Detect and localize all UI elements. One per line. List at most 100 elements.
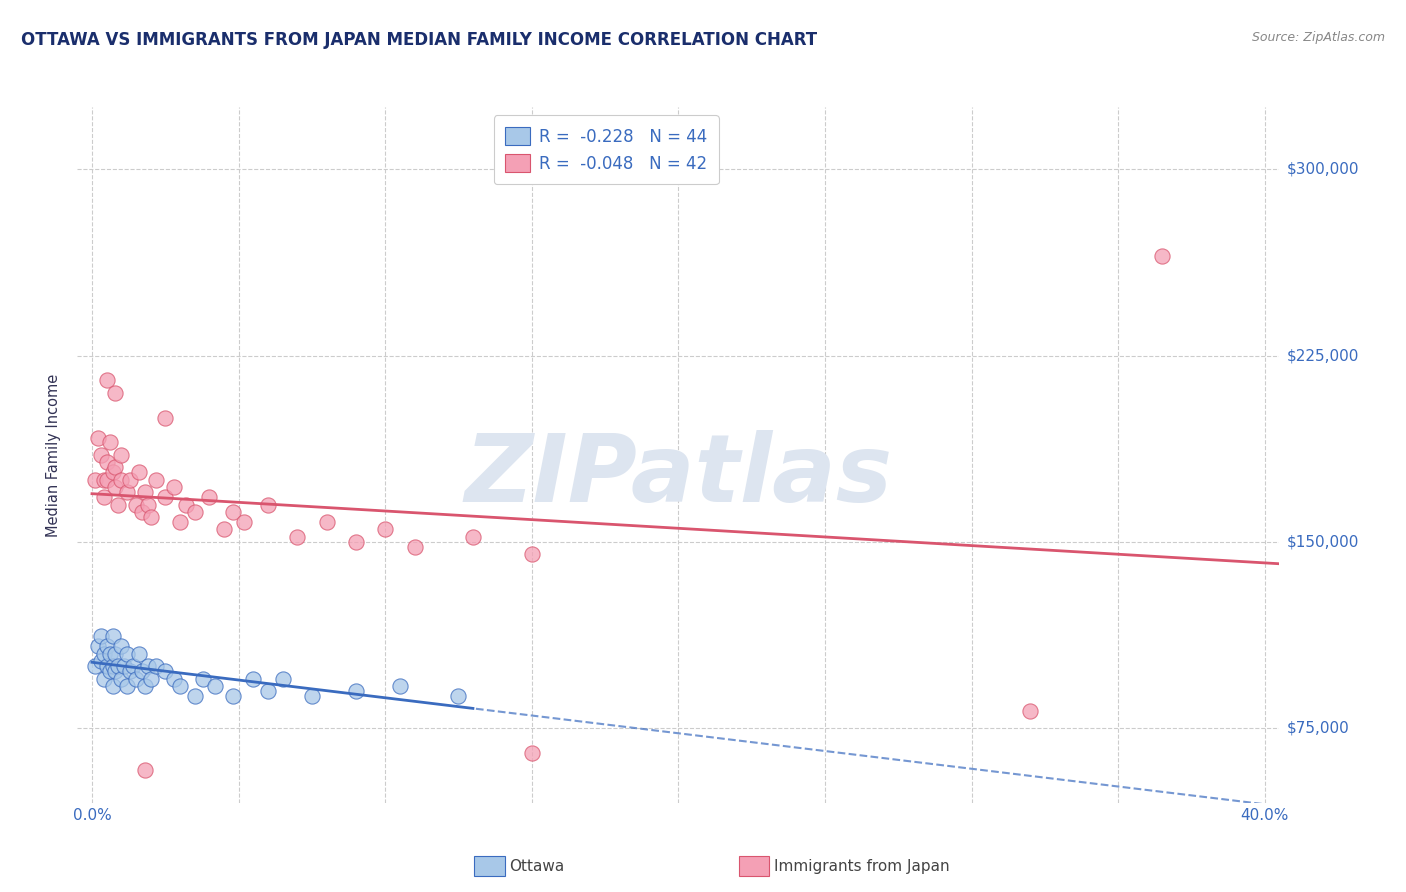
Point [104,664,127,678]
Point [344,684,367,698]
Point [131,505,153,519]
Point [139,672,162,686]
Point [101,679,124,693]
Point [134,485,156,500]
Point [520,547,543,561]
Point [169,679,191,693]
Text: $150,000: $150,000 [1286,534,1358,549]
Point [463,530,485,544]
Point [101,466,124,480]
Text: Immigrants from Japan: Immigrants from Japan [773,859,949,873]
Point [110,639,132,653]
Point [120,664,142,678]
Point [96,473,118,487]
Point [112,659,135,673]
Y-axis label: Median Family Income: Median Family Income [46,373,62,537]
Point [1019,704,1042,718]
Point [145,659,167,673]
Point [136,498,159,512]
Point [155,664,177,678]
Point [198,490,221,504]
Point [84,659,107,673]
Point [136,659,159,673]
Point [93,647,115,661]
Point [222,689,245,703]
Point [183,689,205,703]
Point [212,523,235,537]
Point [110,448,132,462]
Point [87,430,110,444]
Point [257,684,280,698]
Point [87,639,110,653]
Point [96,659,118,673]
Point [315,515,337,529]
Point [404,540,426,554]
Point [107,659,129,673]
Point [84,473,107,487]
Point [128,466,150,480]
Text: $300,000: $300,000 [1286,161,1360,177]
Point [344,534,367,549]
Point [93,490,115,504]
Point [222,505,245,519]
Point [101,629,124,643]
Point [447,689,470,703]
Point [125,498,148,512]
Point [104,460,127,475]
Point [131,664,153,678]
Point [98,435,121,450]
Text: OTTAWA VS IMMIGRANTS FROM JAPAN MEDIAN FAMILY INCOME CORRELATION CHART: OTTAWA VS IMMIGRANTS FROM JAPAN MEDIAN F… [21,31,817,49]
Point [388,679,411,693]
Point [134,764,156,778]
Point [104,647,127,661]
Point [183,505,205,519]
Point [115,647,138,661]
Point [145,473,167,487]
Point [285,530,308,544]
Point [163,672,186,686]
Point [120,473,142,487]
Point [155,490,177,504]
Point [301,689,323,703]
Point [96,639,118,653]
Text: ZIPatlas: ZIPatlas [464,430,893,522]
Point [93,672,115,686]
Point [90,629,112,643]
Point [98,664,121,678]
Point [520,746,543,760]
Point [204,679,226,693]
Point [233,515,256,529]
Point [104,480,127,494]
Point [242,672,264,686]
Point [101,659,124,673]
Text: $225,000: $225,000 [1286,348,1358,363]
Text: Ottawa: Ottawa [509,859,564,873]
Point [110,672,132,686]
Point [110,473,132,487]
Point [271,672,294,686]
Legend: R =  -0.228   N = 44, R =  -0.048   N = 42: R = -0.228 N = 44, R = -0.048 N = 42 [494,115,718,185]
Point [374,523,396,537]
Point [93,473,115,487]
Text: $75,000: $75,000 [1286,721,1350,736]
Point [257,498,280,512]
Point [1152,249,1174,263]
Point [122,659,145,673]
Point [174,498,197,512]
Point [90,654,112,668]
Point [155,410,177,425]
Point [115,485,138,500]
Point [193,672,215,686]
Point [163,480,186,494]
Point [96,455,118,469]
Point [139,510,162,524]
Point [96,373,118,387]
Point [98,647,121,661]
Point [134,679,156,693]
Point [125,672,148,686]
Text: Source: ZipAtlas.com: Source: ZipAtlas.com [1251,31,1385,45]
Point [169,515,191,529]
Point [128,647,150,661]
Point [107,498,129,512]
Point [90,448,112,462]
